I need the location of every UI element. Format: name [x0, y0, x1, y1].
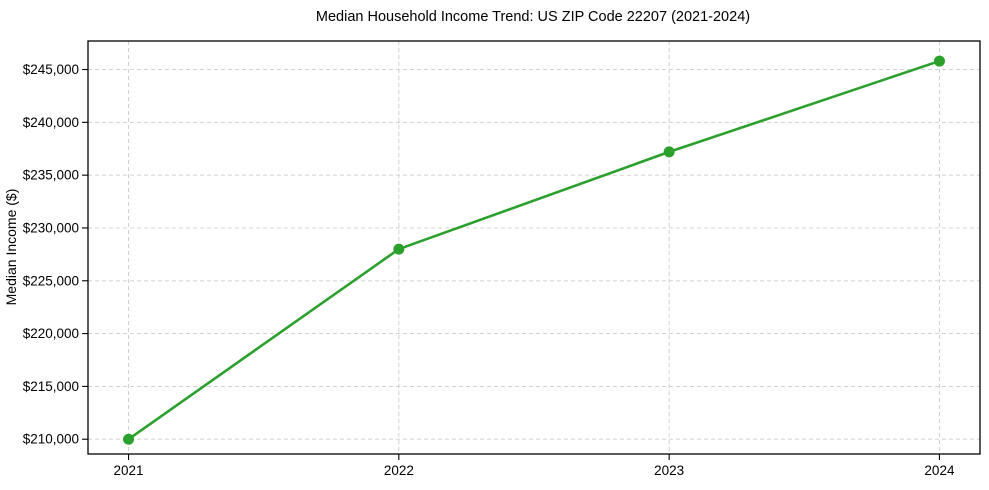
y-tick-label: $240,000: [23, 115, 79, 130]
y-tick-label: $235,000: [23, 168, 79, 183]
chart-title: Median Household Income Trend: US ZIP Co…: [316, 9, 750, 25]
axis-layer: $210,000 $215,000 $220,000 $225,000 $230,000…: [23, 40, 981, 478]
x-tick-label: 2023: [654, 463, 684, 478]
y-axis-label: Median Income ($): [3, 189, 19, 306]
y-tick-label: $230,000: [23, 220, 79, 235]
data-point-2024: [933, 55, 945, 67]
y-tick-label: $225,000: [23, 273, 79, 288]
plot-frame: [87, 40, 981, 455]
y-tick-label: $220,000: [23, 326, 79, 341]
data-point-2023: [663, 146, 675, 158]
x-tick-label: 2024: [924, 463, 955, 478]
data-point-2022: [393, 243, 405, 255]
data-layer: [123, 55, 945, 445]
grid-layer: [88, 41, 980, 454]
y-tick-label: $210,000: [23, 432, 79, 447]
x-tick-label: 2022: [384, 463, 414, 478]
trend-line: [127, 59, 941, 441]
data-point-2021: [123, 433, 135, 445]
y-tick-label: $215,000: [23, 379, 79, 394]
x-tick-label: 2021: [114, 463, 144, 478]
y-tick-label: $245,000: [23, 62, 79, 77]
